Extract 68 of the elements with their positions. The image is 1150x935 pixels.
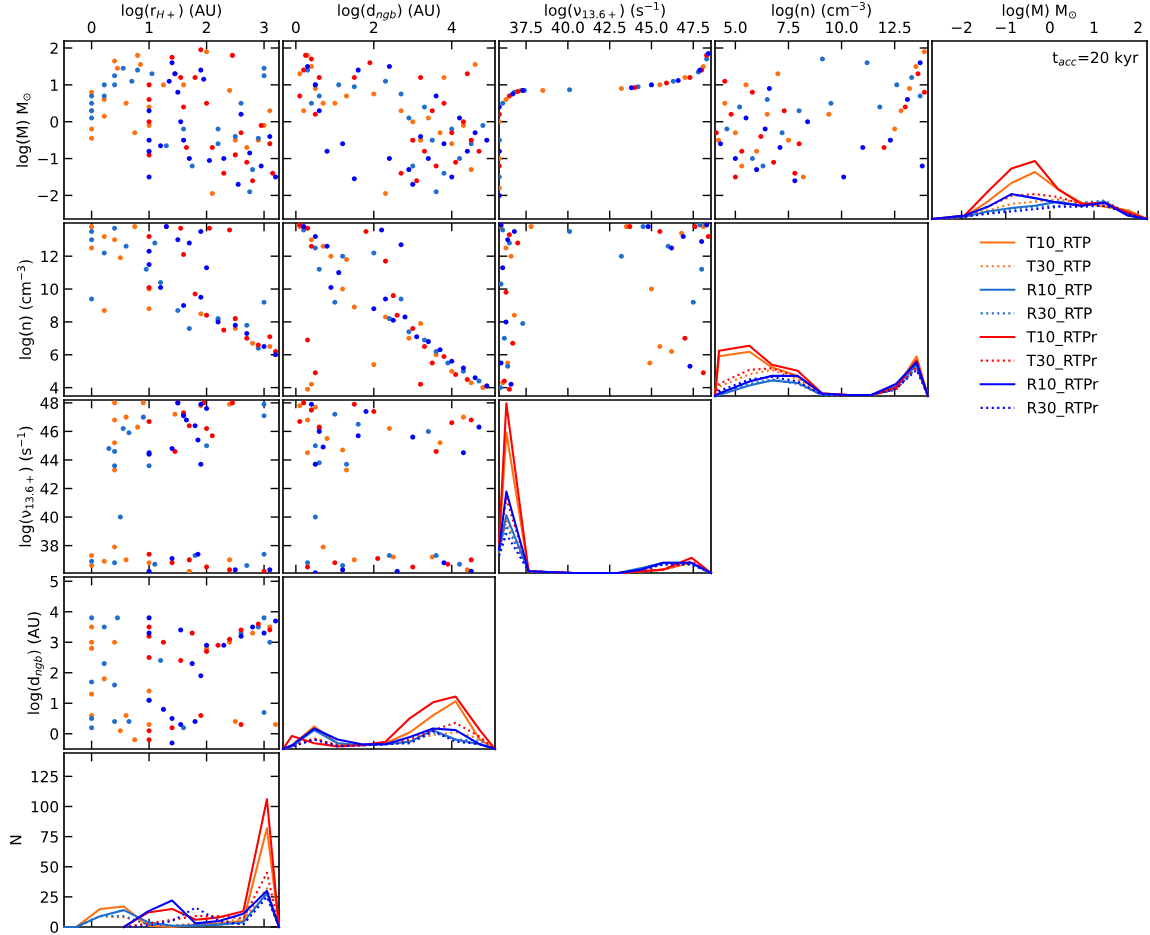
legend-label: T10_RTP [1026, 236, 1091, 252]
legend-label: T10_RTPr [1026, 331, 1098, 346]
y-tick-label: 5 [50, 575, 58, 588]
y-tick-label: −2 [38, 189, 58, 202]
y-tick-label: 2 [50, 667, 58, 679]
y-axis-title: log(M) M$_{⊙}$ [16, 93, 32, 167]
x-tick-label: 2 [202, 21, 210, 33]
x-tick-label: 10.0 [826, 21, 858, 34]
y-tick-label: 0 [50, 921, 59, 934]
legend-label: T30_RTPr [1026, 354, 1098, 370]
x-tick-label: 3 [260, 21, 268, 34]
y-tick-label: 12 [41, 250, 58, 262]
y-tick-label: 1 [51, 79, 58, 91]
y-tick-label: 0 [50, 728, 59, 740]
x-tick-label: 4 [447, 21, 456, 33]
x-axis-title: log(ν$_{13.6+}$) (s$^{−1}$) [545, 2, 665, 19]
legend-label: T30_RTP [1026, 260, 1091, 276]
y-axis-title: log(d$_{ngb}$) (AU) [27, 612, 44, 714]
y-tick-label: 42 [40, 482, 58, 495]
x-axis-title: log(n) (cm$^{−3}$) [772, 1, 871, 19]
x-tick-label: 37.5 [510, 21, 542, 34]
x-tick-label: 40.0 [551, 21, 584, 34]
y-tick-label: 4 [50, 382, 59, 394]
y-tick-label: 8 [50, 316, 59, 328]
legend-label: R30_RTPr [1028, 401, 1099, 417]
x-tick-label: −2 [951, 21, 972, 33]
y-axis-title: log(ν$_{13.6+}$) (s$^{−1}$) [17, 426, 35, 547]
x-axis-title: log(d$_{ngb}$) (AU) [338, 4, 440, 21]
x-tick-label: 0 [87, 21, 96, 34]
x-tick-label: 0 [1046, 21, 1054, 34]
legend-label: R30_RTP [1028, 307, 1092, 323]
x-tick-label: 47.5 [677, 21, 709, 34]
x-tick-label: 2 [1134, 21, 1142, 33]
x-tick-label: 1 [145, 21, 153, 33]
x-tick-label: 42.5 [593, 21, 626, 34]
y-tick-label: 100 [31, 800, 59, 813]
y-tick-label: 4 [50, 606, 59, 618]
x-tick-label: 2 [370, 21, 378, 33]
y-axis-title: N [10, 835, 22, 845]
y-tick-label: 48 [40, 397, 59, 409]
y-tick-label: 10 [41, 283, 59, 296]
y-axis-title: log(n) (cm$^{−3}$) [17, 260, 34, 359]
x-tick-label: 45.0 [635, 21, 668, 34]
text: t$_{acc}$=20 kyr [1052, 51, 1139, 67]
x-axis-title: log(M) M$_{⊙}$ [1002, 4, 1077, 19]
x-tick-label: 7.5 [777, 21, 800, 34]
y-tick-label: 125 [31, 770, 58, 783]
y-tick-label: 0 [50, 116, 59, 128]
y-tick-label: 50 [40, 861, 59, 873]
y-tick-label: 6 [50, 349, 59, 361]
y-tick-label: 3 [50, 636, 58, 649]
y-tick-label: 40 [40, 511, 59, 524]
x-tick-label: −1 [996, 21, 1016, 33]
legend-label: R10_RTPr [1028, 378, 1099, 394]
y-tick-label: 1 [51, 697, 58, 710]
y-tick-label: −1 [38, 153, 58, 165]
y-tick-label: 25 [40, 891, 58, 903]
x-tick-label: 1 [1090, 21, 1098, 33]
x-tick-label: 0 [292, 21, 300, 34]
legend-label: R10_RTP [1028, 283, 1092, 299]
y-tick-label: 46 [40, 425, 59, 438]
y-tick-label: 75 [40, 831, 58, 843]
x-axis-title: log(r$_{H+}$) (AU) [122, 4, 221, 19]
x-tick-label: 12.5 [879, 21, 911, 34]
y-tick-label: 2 [50, 42, 58, 54]
y-tick-label: 44 [40, 454, 59, 466]
y-tick-label: 38 [40, 540, 59, 552]
x-tick-label: 5.0 [724, 21, 747, 34]
